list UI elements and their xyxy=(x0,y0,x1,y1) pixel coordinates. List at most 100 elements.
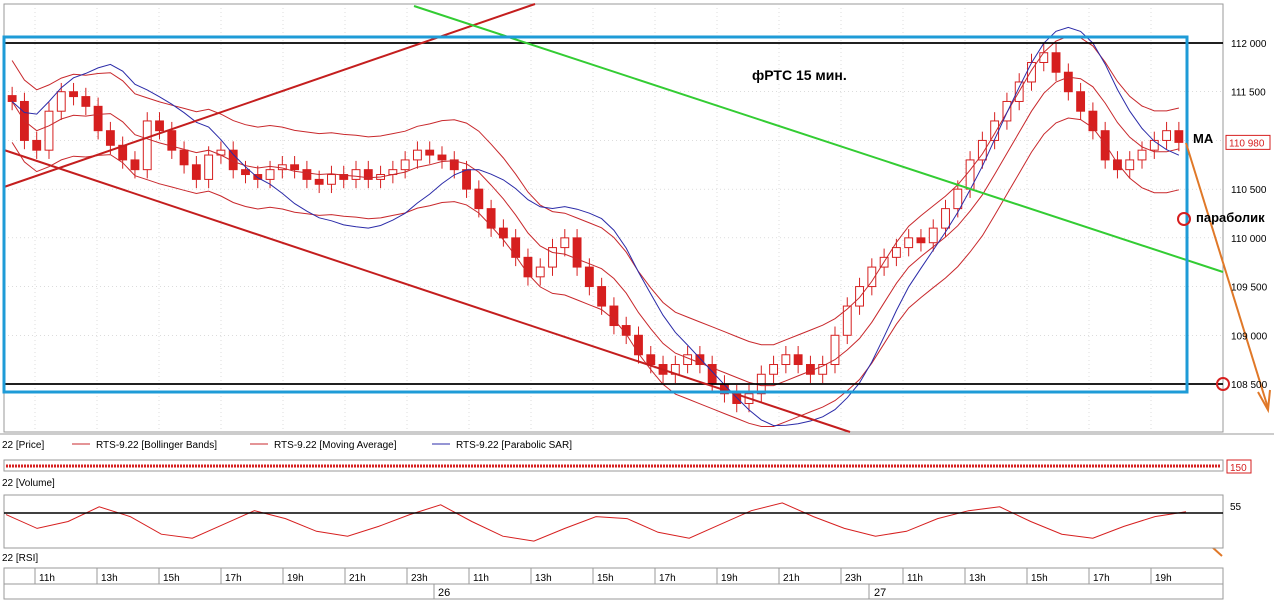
x-tick-label: 11h xyxy=(473,573,489,584)
candle-body xyxy=(474,188,484,210)
bollinger-lower-line xyxy=(11,117,1180,427)
candle-body xyxy=(548,247,557,268)
x-tick-label: 21h xyxy=(349,573,366,584)
rsi-level-label: 55 xyxy=(1230,502,1242,513)
candle-body xyxy=(916,237,926,244)
candle-body xyxy=(142,120,152,171)
candle-body xyxy=(597,286,607,307)
candle-body xyxy=(1039,52,1049,63)
candle-body xyxy=(105,130,115,146)
y-tick-label: 110 500 xyxy=(1231,185,1267,196)
grid xyxy=(4,4,1223,432)
candle-body xyxy=(7,95,17,102)
candle-body xyxy=(69,91,78,98)
last-price-label: 110 980 xyxy=(1229,138,1265,149)
rsi-panel xyxy=(3,494,1224,549)
bollinger-upper-line xyxy=(11,35,1180,346)
rsi-line xyxy=(5,502,1187,542)
x-tick-label: 11h xyxy=(907,573,923,584)
candle-body xyxy=(302,169,312,180)
candle-body xyxy=(830,334,840,366)
candle-body xyxy=(167,130,177,151)
legend-item-price: 22 [Price] xyxy=(2,440,44,451)
candle-body xyxy=(179,149,189,166)
candle-body xyxy=(1137,149,1147,161)
x-tick-label: 23h xyxy=(411,573,428,584)
candle-body xyxy=(904,237,914,249)
candle-body xyxy=(781,354,791,366)
candle-body xyxy=(81,96,91,107)
candle-body xyxy=(498,227,508,239)
x-tick-label: 19h xyxy=(721,573,738,584)
candle-body xyxy=(523,256,533,278)
candle-body xyxy=(867,266,877,288)
candle-body xyxy=(425,149,435,156)
candle-body xyxy=(1125,159,1135,171)
x-tick-label: 11h xyxy=(39,573,55,584)
x-tick-label: 23h xyxy=(845,573,862,584)
candle-body xyxy=(412,149,422,161)
candle-body xyxy=(339,174,349,180)
candle-body xyxy=(1149,139,1159,151)
forecast-arrow xyxy=(1185,142,1269,409)
rsi-title: 22 [RSI] xyxy=(2,553,38,564)
candle-body xyxy=(363,169,373,180)
sar-marker xyxy=(1177,212,1191,226)
price-panel xyxy=(3,3,1224,433)
x-tick-label: 15h xyxy=(163,573,180,584)
x-tick-label: 15h xyxy=(597,573,614,584)
candle-body xyxy=(769,364,779,375)
candle-body xyxy=(449,159,459,171)
candle-body xyxy=(290,164,300,171)
legend-item-sar: RTS-9.22 [Parabolic SAR] xyxy=(456,440,572,451)
day-label-26: 26 xyxy=(438,587,450,599)
candle-body xyxy=(695,354,705,366)
candle-body xyxy=(486,208,496,229)
candle-body xyxy=(842,305,852,336)
candle-body xyxy=(253,174,263,180)
x-tick-label: 17h xyxy=(1093,573,1110,584)
x-tick-label: 13h xyxy=(535,573,552,584)
channel-upper-line xyxy=(3,3,536,188)
candle-body xyxy=(1162,130,1172,141)
y-tick-label: 109 000 xyxy=(1231,331,1268,342)
candle-body xyxy=(204,154,214,180)
x-tick-label: 17h xyxy=(659,573,676,584)
sar-label: параболик xyxy=(1196,210,1265,225)
candle-body xyxy=(941,208,950,229)
trend-line xyxy=(413,5,1224,273)
drawings xyxy=(2,3,1271,557)
volume-value-box xyxy=(1226,459,1252,474)
candle-body xyxy=(511,237,521,258)
moving-average-line xyxy=(11,76,1180,387)
x-tick-label: 13h xyxy=(969,573,986,584)
candle-body xyxy=(1051,52,1061,73)
candle-body xyxy=(351,169,361,180)
candle-body xyxy=(1100,130,1110,161)
candle-body xyxy=(1076,91,1086,112)
x-tick-label: 15h xyxy=(1031,573,1048,584)
candle-body xyxy=(683,354,693,366)
y-tick-label: 108 500 xyxy=(1231,380,1268,391)
candle-body xyxy=(1027,61,1036,83)
candle-body xyxy=(891,247,901,258)
candle-body xyxy=(462,169,471,190)
volume-value: 150 xyxy=(1230,463,1247,474)
candle-body xyxy=(32,139,42,151)
candle-body xyxy=(584,266,594,288)
candle-body xyxy=(93,105,103,132)
rsi-series xyxy=(5,502,1187,542)
y-tick-label: 110 000 xyxy=(1231,234,1267,245)
candle-body xyxy=(977,139,987,161)
candle-body xyxy=(437,154,447,161)
candle-body xyxy=(400,159,410,171)
candle-body xyxy=(1174,130,1184,143)
x-tick-label: 17h xyxy=(225,573,242,584)
candle-body xyxy=(535,266,545,278)
candle-body xyxy=(646,354,656,366)
candle-body xyxy=(241,169,250,176)
level-marker xyxy=(1216,377,1230,391)
y-tick-label: 109 500 xyxy=(1231,283,1268,294)
